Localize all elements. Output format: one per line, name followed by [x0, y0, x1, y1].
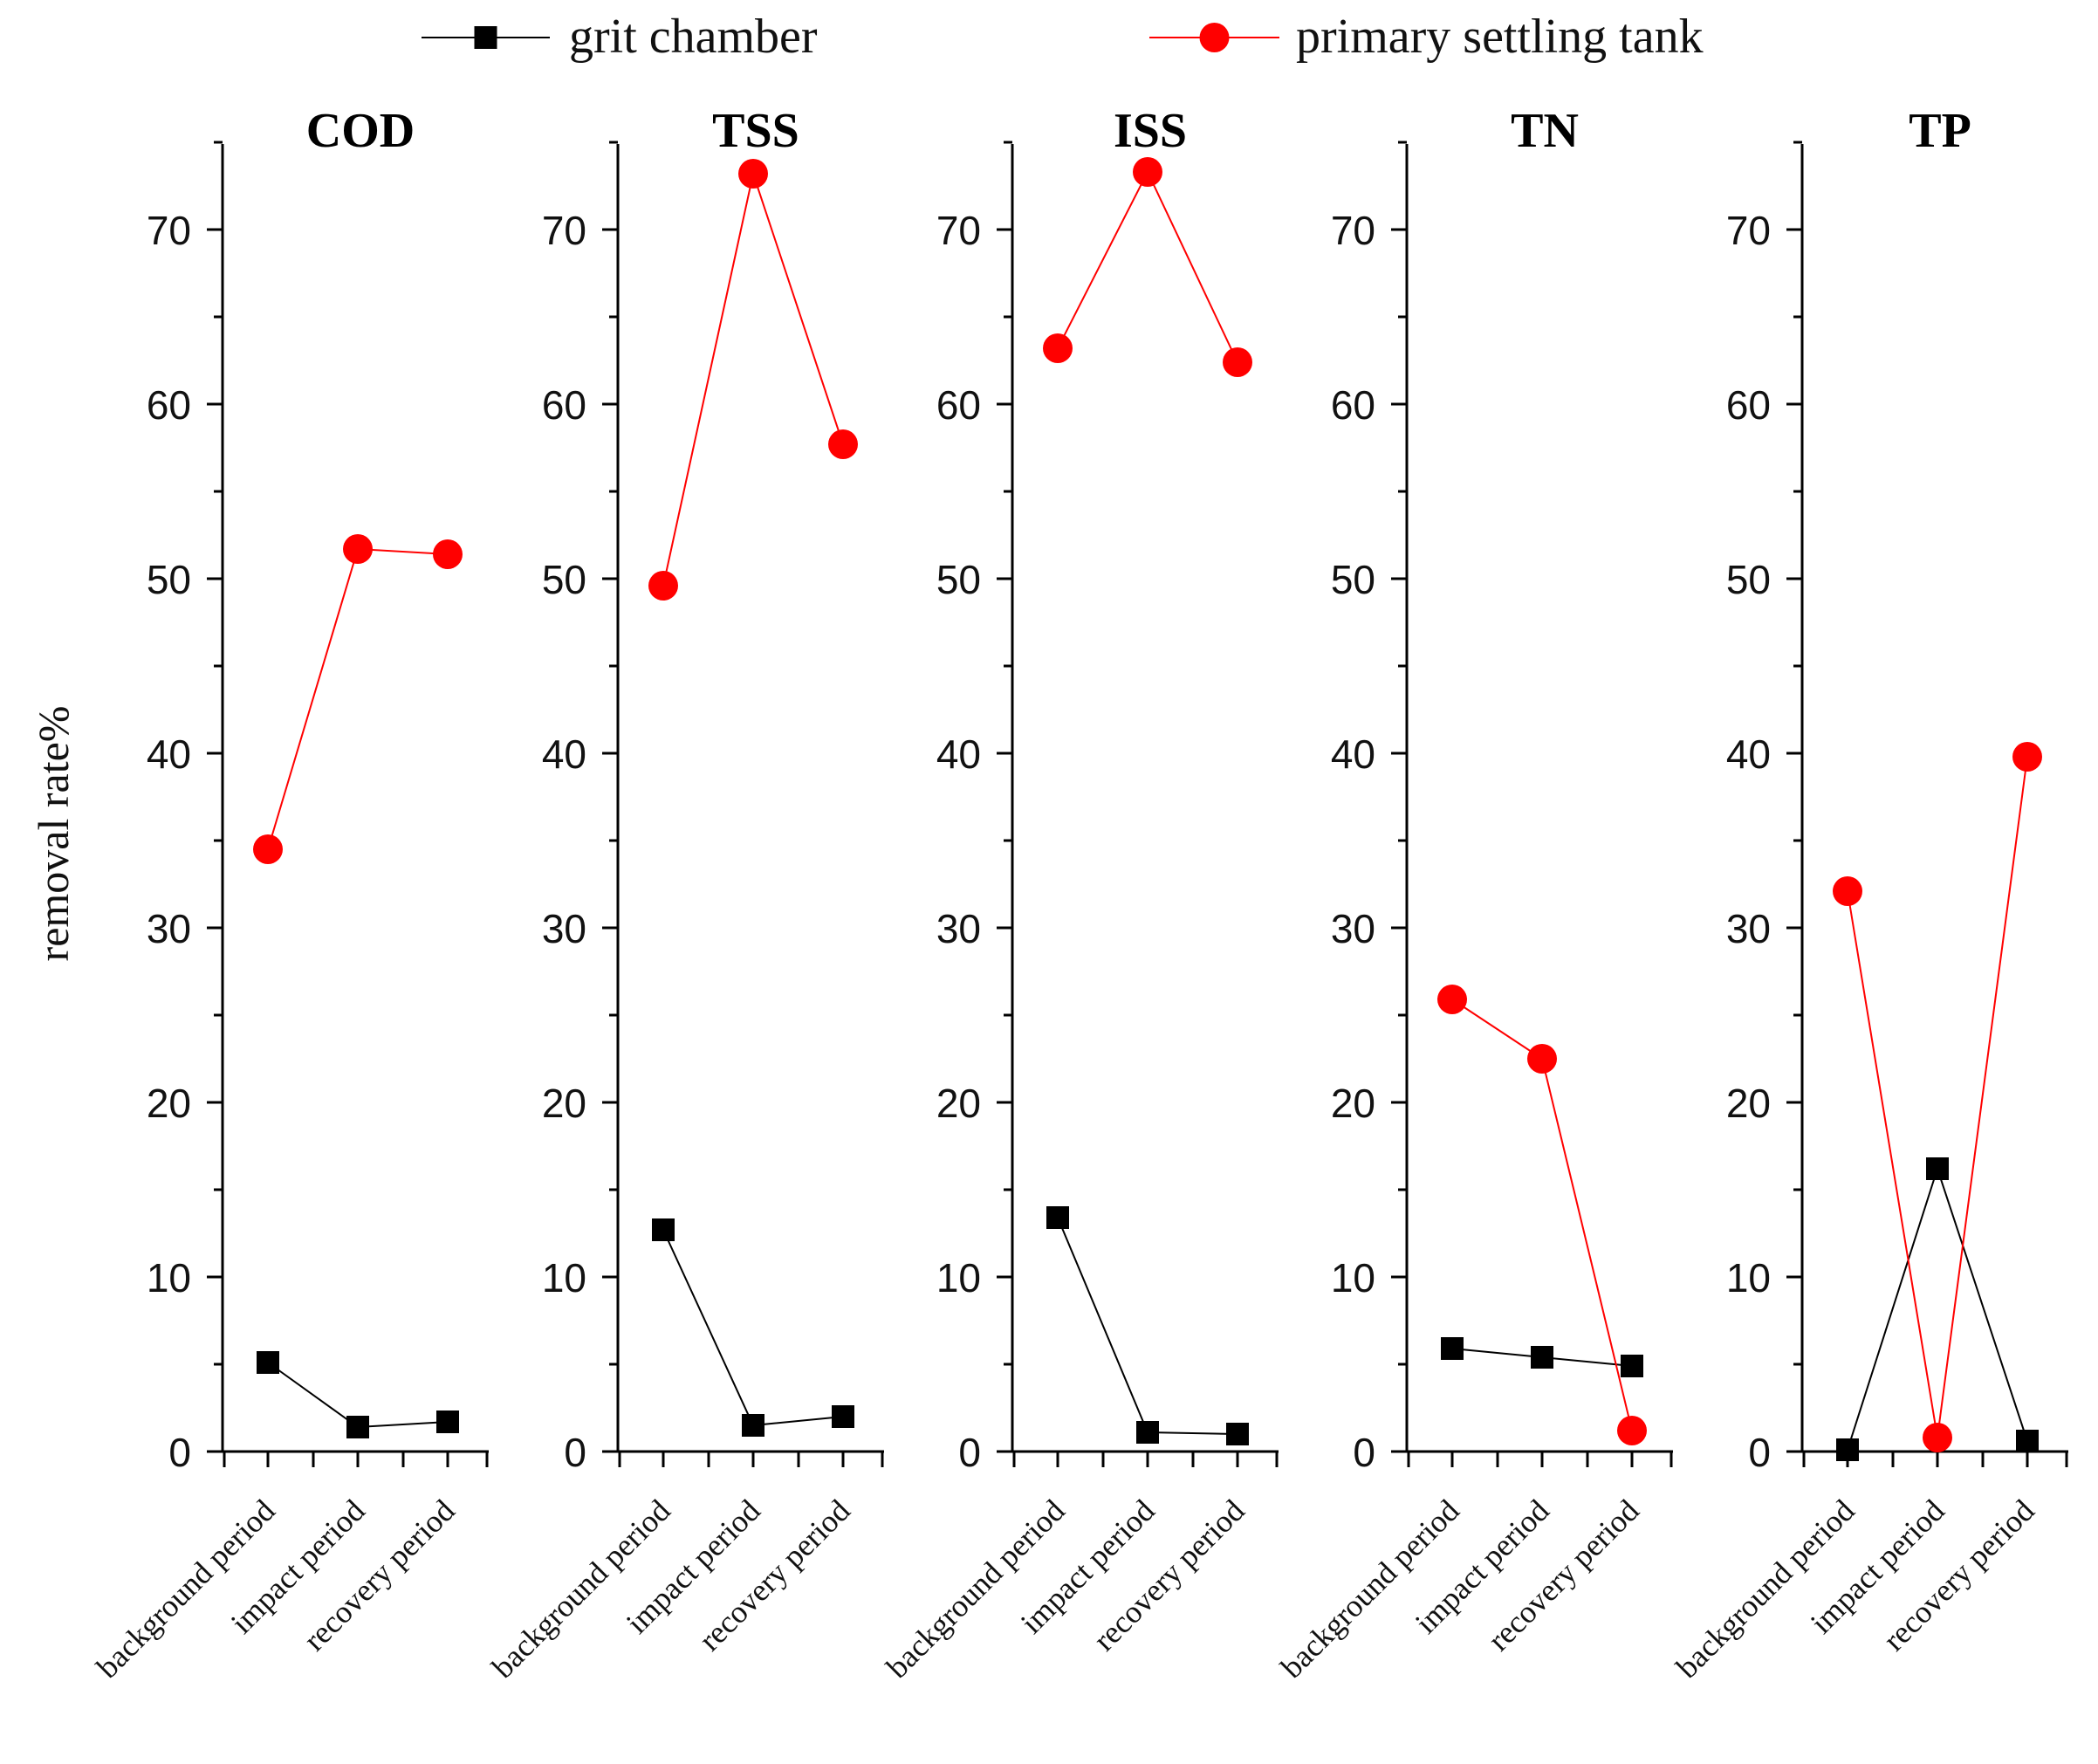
y-tick-label: 60 [542, 382, 586, 428]
y-tick-label: 40 [147, 731, 191, 777]
y-tick-label: 70 [542, 208, 586, 253]
data-point [1621, 1355, 1643, 1377]
data-point [1531, 1346, 1553, 1369]
data-point [1441, 1337, 1464, 1360]
panel-title: COD [306, 104, 415, 158]
y-tick-label: 20 [542, 1081, 586, 1126]
legend-item: grit chamber [422, 10, 818, 64]
y-tick-label: 20 [147, 1081, 191, 1126]
data-point [2016, 1430, 2039, 1452]
y-tick-label: 60 [1726, 382, 1771, 428]
legend-label: primary settling tank [1296, 10, 1704, 64]
y-tick-label: 0 [168, 1430, 191, 1475]
data-point [828, 429, 858, 459]
data-point [1833, 876, 1862, 906]
y-tick-label: 30 [542, 906, 586, 951]
y-tick-label: 70 [1331, 208, 1375, 253]
data-point [1133, 157, 1162, 187]
data-point [652, 1218, 675, 1241]
series-line [1847, 1165, 2028, 1451]
series-line [1847, 756, 2028, 1438]
data-point [742, 1414, 764, 1437]
y-tick-label: 70 [1726, 208, 1771, 253]
series-line [1057, 1217, 1238, 1435]
y-tick-label: 40 [1331, 731, 1375, 777]
data-point [1223, 347, 1252, 377]
y-tick-label: 40 [1726, 731, 1771, 777]
y-tick-label: 30 [147, 906, 191, 951]
y-tick-label: 60 [936, 382, 981, 428]
y-tick-label: 70 [147, 208, 191, 253]
y-tick-label: 0 [958, 1430, 981, 1475]
series-line [1057, 169, 1238, 363]
data-point [253, 834, 283, 864]
data-point [1527, 1044, 1557, 1074]
panel-title: TSS [712, 104, 799, 158]
legend: grit chamber primary settling tank [422, 10, 1704, 64]
data-point [1836, 1438, 1859, 1461]
data-point [1043, 333, 1073, 363]
y-tick-label: 10 [542, 1255, 586, 1301]
y-tick-label: 20 [1331, 1081, 1375, 1126]
data-point [257, 1351, 279, 1374]
data-point [648, 571, 678, 601]
panel-title: ISS [1114, 104, 1187, 158]
y-tick-label: 50 [1726, 557, 1771, 602]
y-tick-label: 60 [1331, 382, 1375, 428]
y-tick-label: 20 [936, 1081, 981, 1126]
y-tick-label: 10 [147, 1255, 191, 1301]
y-tick-label: 50 [936, 557, 981, 602]
y-tick-label: 50 [1331, 557, 1375, 602]
y-tick-label: 60 [147, 382, 191, 428]
legend-marker [1199, 23, 1230, 52]
data-point [346, 1416, 369, 1438]
y-tick-label: 50 [542, 557, 586, 602]
data-point [436, 1411, 459, 1433]
y-axis-label: removal rate% [29, 706, 78, 962]
y-tick-label: 10 [936, 1255, 981, 1301]
series-line [267, 547, 449, 850]
data-point [2012, 742, 2042, 772]
y-tick-label: 40 [936, 731, 981, 777]
y-tick-label: 70 [936, 208, 981, 253]
y-tick-label: 30 [1726, 906, 1771, 951]
data-point [1046, 1206, 1069, 1229]
y-tick-label: 50 [147, 557, 191, 602]
legend-marker [474, 26, 497, 49]
y-tick-label: 10 [1726, 1255, 1771, 1301]
y-tick-label: 0 [1353, 1430, 1375, 1475]
legend-label: grit chamber [569, 10, 818, 64]
data-point [832, 1405, 854, 1428]
data-point [1923, 1423, 1952, 1452]
data-point [738, 159, 768, 189]
y-tick-label: 10 [1331, 1255, 1375, 1301]
y-tick-label: 30 [936, 906, 981, 951]
data-point [1617, 1416, 1647, 1445]
y-tick-label: 40 [542, 731, 586, 777]
data-point [1437, 985, 1467, 1014]
data-point [343, 534, 373, 564]
y-tick-label: 20 [1726, 1081, 1771, 1126]
legend-item: primary settling tank [1149, 10, 1704, 64]
panel-title: TN [1511, 104, 1579, 158]
series-line [662, 170, 844, 587]
data-point [1926, 1157, 1949, 1180]
data-point [1226, 1423, 1249, 1445]
data-point [433, 539, 463, 569]
data-point [1136, 1421, 1159, 1444]
y-tick-label: 0 [1748, 1430, 1771, 1475]
panel-title: TP [1909, 104, 1971, 158]
series-line [662, 1229, 844, 1427]
y-tick-label: 30 [1331, 906, 1375, 951]
y-tick-label: 0 [564, 1430, 586, 1475]
